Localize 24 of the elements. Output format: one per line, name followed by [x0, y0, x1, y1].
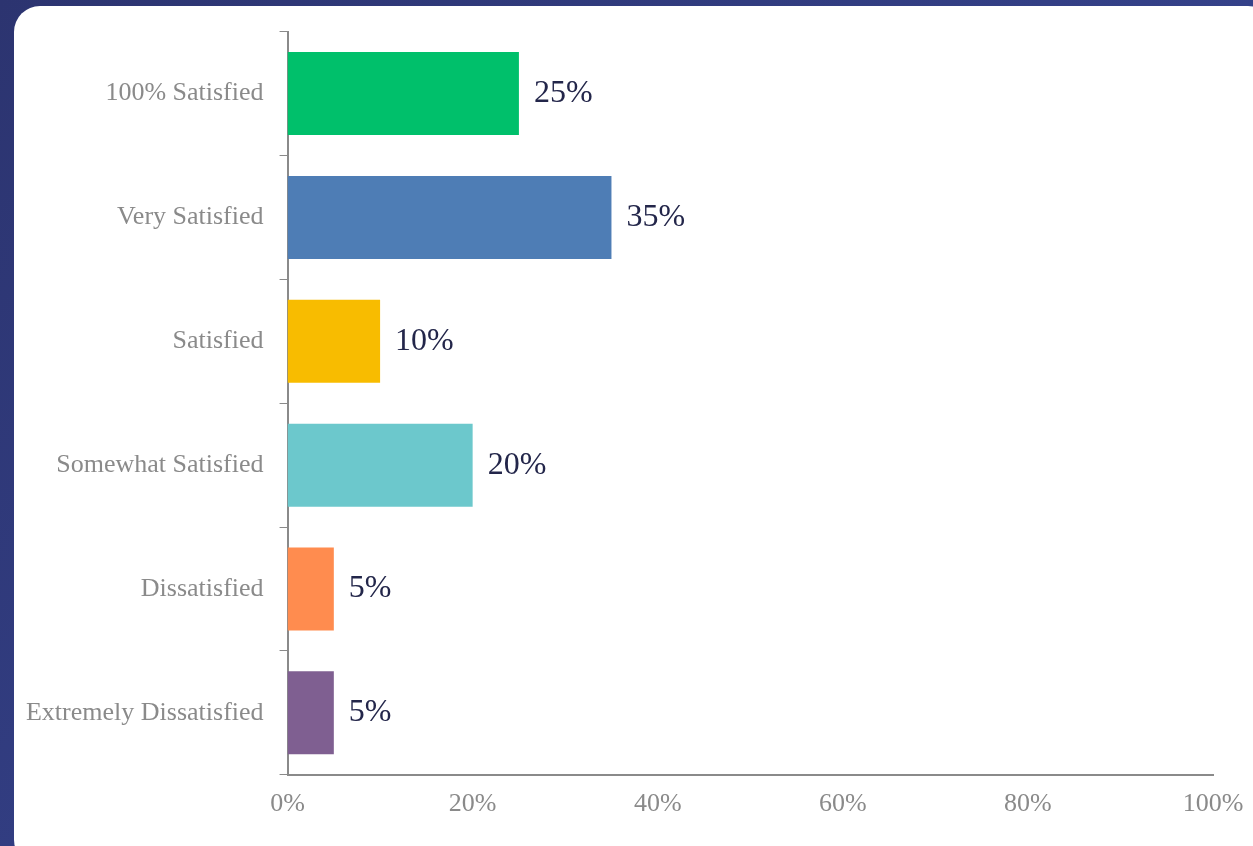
bar: [287, 547, 334, 631]
y-tick-label: Dissatisfied: [140, 572, 264, 602]
data-label: 5%: [348, 568, 392, 605]
x-tick-label: 80%: [1004, 788, 1052, 818]
x-tick-label: 60%: [818, 788, 867, 818]
y-tick-label: 100% Satisfied: [105, 77, 264, 107]
y-tick-label: Somewhat Satisfied: [56, 448, 264, 478]
bar: [287, 299, 381, 383]
bar: [287, 175, 612, 259]
data-label: 25%: [533, 72, 593, 109]
x-tick-label: 20%: [448, 788, 497, 818]
y-tick-label: Very Satisfied: [116, 201, 264, 231]
y-tick-label: Satisfied: [172, 325, 264, 355]
x-tick-label: 40%: [633, 788, 682, 818]
bar: [287, 671, 334, 755]
bar: [287, 423, 473, 507]
x-tick-label: 0%: [270, 788, 305, 818]
bar: [287, 52, 519, 136]
data-label: 5%: [348, 692, 392, 729]
data-label: 20%: [487, 444, 547, 481]
x-tick-label: 100%: [1182, 788, 1244, 818]
data-label: 10%: [395, 320, 454, 357]
data-label: 35%: [626, 196, 686, 233]
y-tick-label: Extremely Dissatisfied: [25, 696, 264, 726]
